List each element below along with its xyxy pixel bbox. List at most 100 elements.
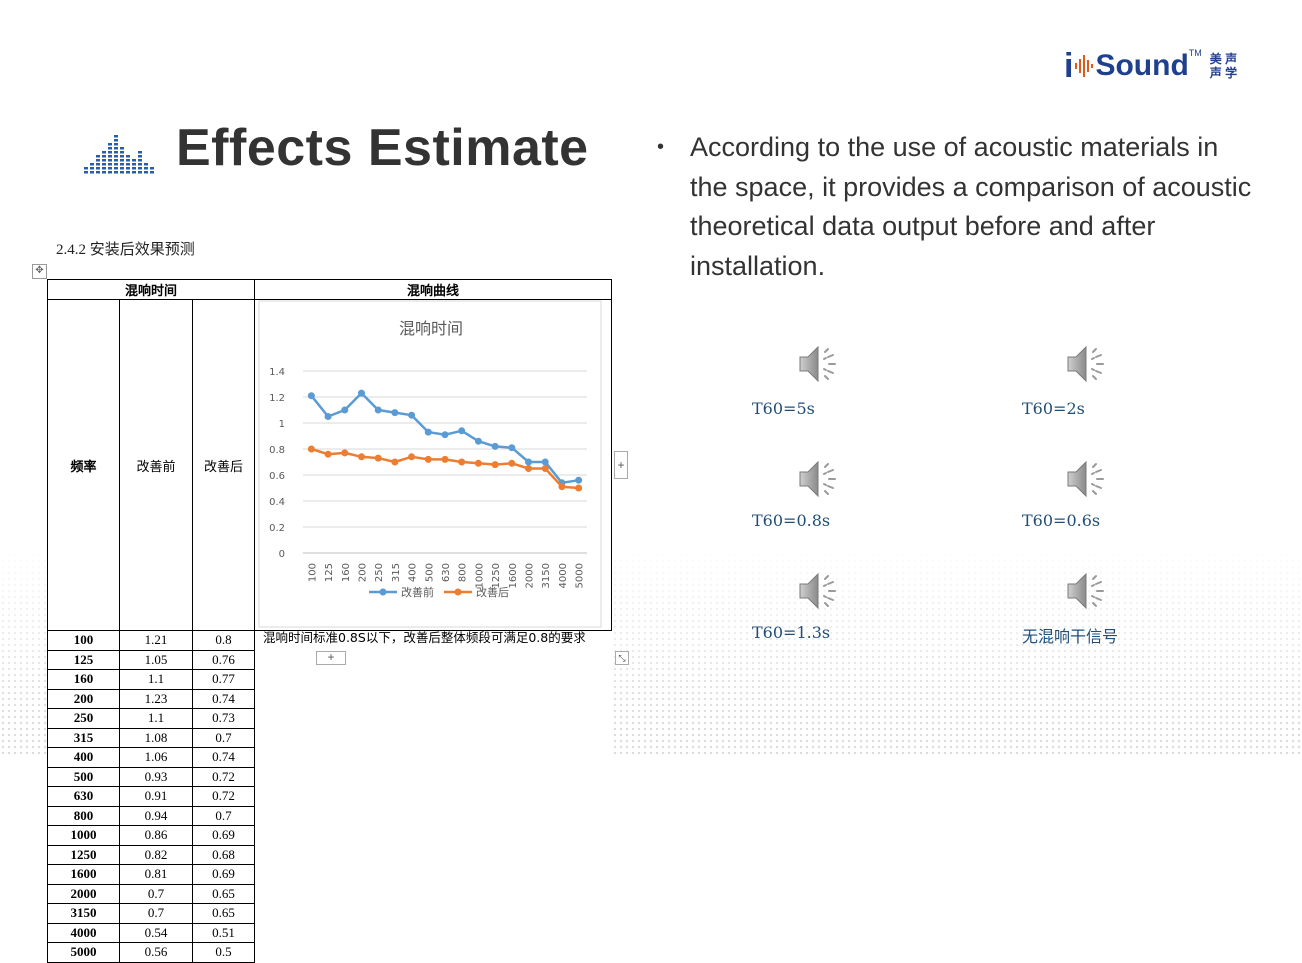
cell-after: 0.73 — [192, 708, 255, 729]
data-point — [525, 458, 533, 466]
legend-marker — [379, 588, 387, 596]
x-tick-label: 250 — [374, 563, 385, 582]
table-row: 5000 0.56 0.5 — [47, 942, 612, 963]
table-row: 3150 0.7 0.65 — [47, 903, 612, 924]
cell-before: 1.1 — [119, 669, 193, 690]
data-point — [508, 444, 516, 452]
audio-sample-label: T60=1.3s — [752, 623, 831, 642]
cell-before: 1.21 — [119, 630, 193, 651]
data-point — [324, 413, 332, 420]
col-header-freq: 频率 — [47, 299, 120, 631]
cell-frequency: 125 — [47, 649, 120, 670]
table-header-right: 混响曲线 — [254, 279, 612, 300]
logo-cn-line2: 声 学 — [1209, 66, 1238, 80]
add-column-button[interactable]: + — [614, 451, 628, 479]
data-point — [458, 458, 466, 466]
table-row: 200 1.23 0.74 — [47, 688, 612, 709]
cell-after: 0.51 — [192, 922, 255, 943]
speaker-icon[interactable] — [1066, 459, 1110, 504]
reverb-table: 混响时间 混响曲线 频率 改善前 改善后 混响时间 0 0.2 0.4 0.6 0.8 1 1… — [47, 279, 612, 963]
cell-frequency: 200 — [47, 688, 120, 709]
description-bullet: • According to the use of acoustic mater… — [657, 128, 1260, 286]
speaker-icon[interactable] — [798, 459, 842, 504]
cell-after: 0.72 — [192, 766, 255, 787]
data-point — [307, 392, 315, 400]
cell-after: 0.65 — [192, 883, 255, 904]
x-tick-label: 1000 — [474, 563, 485, 588]
cell-frequency: 250 — [47, 708, 120, 729]
data-point — [391, 409, 399, 417]
data-point — [474, 459, 482, 467]
cell-before: 0.93 — [119, 766, 193, 787]
cell-after: 0.7 — [192, 727, 255, 748]
cell-after: 0.76 — [192, 649, 255, 670]
page-title: Effects Estimate — [176, 119, 589, 177]
table-row: 1600 0.81 0.69 — [47, 864, 612, 885]
legend-label: 改善后 — [476, 585, 509, 599]
cell-frequency: 1250 — [47, 844, 120, 865]
cell-after: 0.72 — [192, 786, 255, 807]
data-point — [408, 453, 416, 461]
table-row: 800 0.94 0.7 — [47, 805, 612, 826]
reverb-chart-svg: 混响时间 0 0.2 0.4 0.6 0.8 1 1.2 1.4 100 125 160 200 250 3… — [258, 300, 602, 628]
logo-cn-line1: 美 声 — [1209, 52, 1238, 66]
data-point — [408, 411, 416, 419]
cell-after: 0.74 — [192, 688, 255, 709]
bullet-dot: • — [657, 136, 665, 158]
table-row: 630 0.91 0.72 — [47, 786, 612, 807]
col-header-after: 改善后 — [192, 299, 255, 631]
cell-frequency: 2000 — [47, 883, 120, 904]
data-point — [558, 483, 566, 491]
cell-before: 0.94 — [119, 805, 193, 826]
logo-wave-icon — [1075, 55, 1094, 77]
cell-frequency: 3150 — [47, 903, 120, 924]
cell-before: 0.86 — [119, 825, 193, 846]
x-tick-label: 5000 — [575, 563, 586, 588]
audio-sample-label: T60=0.6s — [1022, 511, 1101, 530]
table-row: 400 1.06 0.74 — [47, 747, 612, 768]
data-point — [307, 445, 315, 453]
cell-after: 0.77 — [192, 669, 255, 690]
cell-before: 1.08 — [119, 727, 193, 748]
cell-before: 0.54 — [119, 922, 193, 943]
table-row: 1000 0.86 0.69 — [47, 825, 612, 846]
speaker-icon[interactable] — [1066, 344, 1110, 389]
cell-after: 0.69 — [192, 825, 255, 846]
speaker-icon[interactable] — [798, 571, 842, 616]
data-point — [391, 458, 399, 466]
cell-before: 1.06 — [119, 747, 193, 768]
chart-note: 混响时间标准0.8S以下，改善后整体频段可满足0.8的要求 — [263, 630, 586, 645]
cell-frequency: 500 — [47, 766, 120, 787]
add-row-button[interactable]: + — [316, 651, 346, 665]
x-tick-label: 100 — [307, 563, 318, 582]
x-tick-label: 1250 — [491, 563, 502, 588]
x-tick-label: 2000 — [525, 563, 536, 588]
chart-cell: 混响时间 0 0.2 0.4 0.6 0.8 1 1.2 1.4 100 125 160 200 250 3… — [254, 299, 612, 645]
cell-frequency: 315 — [47, 727, 120, 748]
logo-i: i — [1064, 47, 1074, 85]
cell-before: 0.7 — [119, 903, 193, 924]
table-row: 250 1.1 0.73 — [47, 708, 612, 729]
y-tick-label: 0.2 — [269, 523, 285, 534]
data-point — [491, 461, 499, 469]
data-point — [341, 406, 349, 414]
data-point — [491, 442, 499, 450]
data-point — [357, 389, 365, 397]
data-point — [508, 459, 516, 467]
audio-sample-label: T60=2s — [1022, 399, 1085, 418]
legend-marker — [454, 588, 462, 596]
table-row: 1250 0.82 0.68 — [47, 844, 612, 865]
x-tick-label: 125 — [324, 563, 335, 582]
logo-chinese: 美 声 声 学 — [1210, 52, 1237, 80]
table-row: 2000 0.7 0.65 — [47, 883, 612, 904]
cell-frequency: 1000 — [47, 825, 120, 846]
cell-after: 0.7 — [192, 805, 255, 826]
x-tick-label: 400 — [408, 563, 419, 582]
x-tick-label: 630 — [441, 563, 452, 582]
speaker-icon[interactable] — [798, 344, 842, 389]
table-move-handle[interactable]: ✥ — [32, 264, 47, 279]
table-resize-handle[interactable]: ⤡ — [615, 651, 629, 665]
data-point — [458, 427, 466, 435]
speaker-icon[interactable] — [1066, 571, 1110, 616]
reverb-chart: 混响时间 0 0.2 0.4 0.6 0.8 1 1.2 1.4 100 125 160 200 250 3… — [255, 300, 611, 645]
